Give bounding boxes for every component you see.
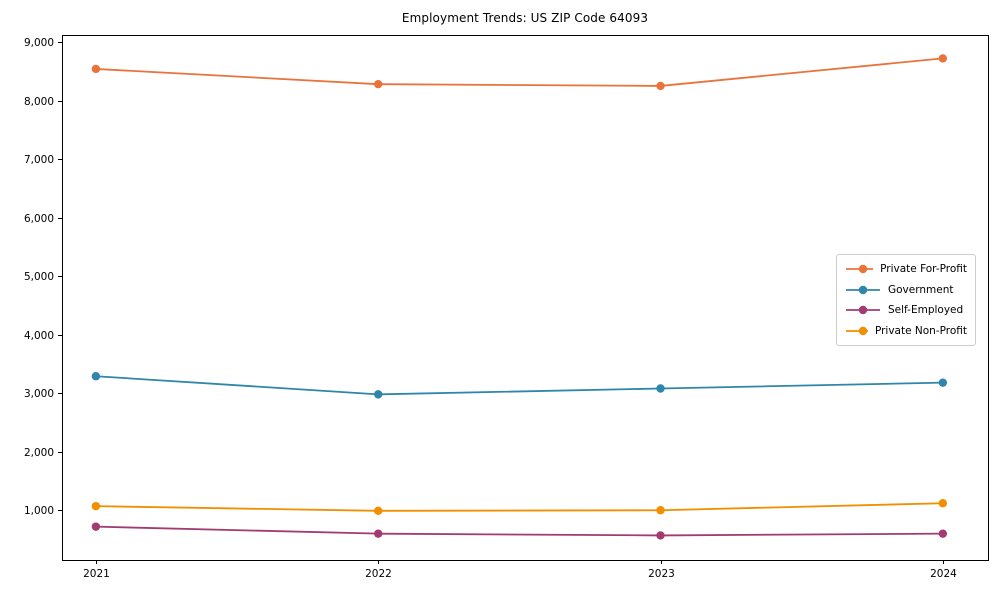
series-line-private-non-profit	[94, 502, 944, 512]
data-point-self-employed-2023	[656, 531, 665, 540]
data-point-private-non-profit-2022	[373, 506, 383, 516]
legend-swatch	[846, 306, 880, 315]
data-point-private-for-profit-2021	[91, 64, 101, 74]
y-tick-label: 2,000	[24, 447, 54, 459]
data-point-private-for-profit-2023	[656, 81, 665, 91]
legend-label: Government	[888, 283, 954, 296]
plot-frame	[62, 35, 989, 561]
legend: Private For-Profit Government Self-Employe…	[836, 254, 976, 346]
data-point-self-employed-2024	[938, 529, 948, 538]
series-line-private-for-profit	[94, 57, 944, 87]
legend-label: Self-Employed	[888, 304, 964, 317]
data-point-private-non-profit-2021	[91, 501, 101, 511]
data-point-self-employed-2022	[373, 529, 383, 538]
y-tick-label: 1,000	[24, 505, 54, 517]
legend-swatch	[846, 265, 874, 274]
legend-label: Private Non-Profit	[874, 324, 967, 337]
x-tick-label: 2023	[648, 568, 675, 580]
series-line-self-employed	[94, 525, 944, 537]
y-tick-label: 8,000	[24, 96, 54, 108]
legend-item: Self-Employed	[845, 301, 967, 319]
legend-swatch	[846, 285, 880, 294]
data-point-private-for-profit-2022	[373, 79, 383, 89]
legend-swatch	[846, 326, 868, 335]
y-tick-label: 3,000	[24, 388, 54, 400]
data-point-self-employed-2021	[91, 522, 101, 531]
data-point-private-non-profit-2023	[656, 506, 665, 515]
chart-title: Employment Trends: US ZIP Code 64093	[401, 11, 649, 25]
legend-item: Private Non-Profit	[845, 322, 967, 340]
legend-item: Private For-Profit	[845, 260, 967, 278]
y-tick-label: 6,000	[24, 213, 54, 225]
data-point-private-non-profit-2024	[938, 499, 948, 508]
x-tick-label: 2024	[930, 568, 957, 580]
data-point-government-2023	[656, 384, 665, 393]
y-tick-label: 4,000	[24, 330, 54, 342]
data-point-private-for-profit-2024	[938, 54, 948, 63]
x-tick-label: 2021	[83, 568, 110, 580]
data-point-government-2021	[91, 372, 101, 381]
legend-label: Private For-Profit	[880, 263, 967, 276]
series-line-government	[94, 375, 944, 396]
data-point-government-2022	[373, 390, 383, 399]
y-tick-label: 5,000	[24, 271, 54, 283]
data-point-government-2024	[938, 378, 948, 387]
x-tick-label: 2022	[365, 568, 392, 580]
y-tick-label: 7,000	[24, 154, 54, 166]
y-tick-label: 9,000	[24, 37, 54, 49]
legend-item: Government	[845, 281, 967, 299]
